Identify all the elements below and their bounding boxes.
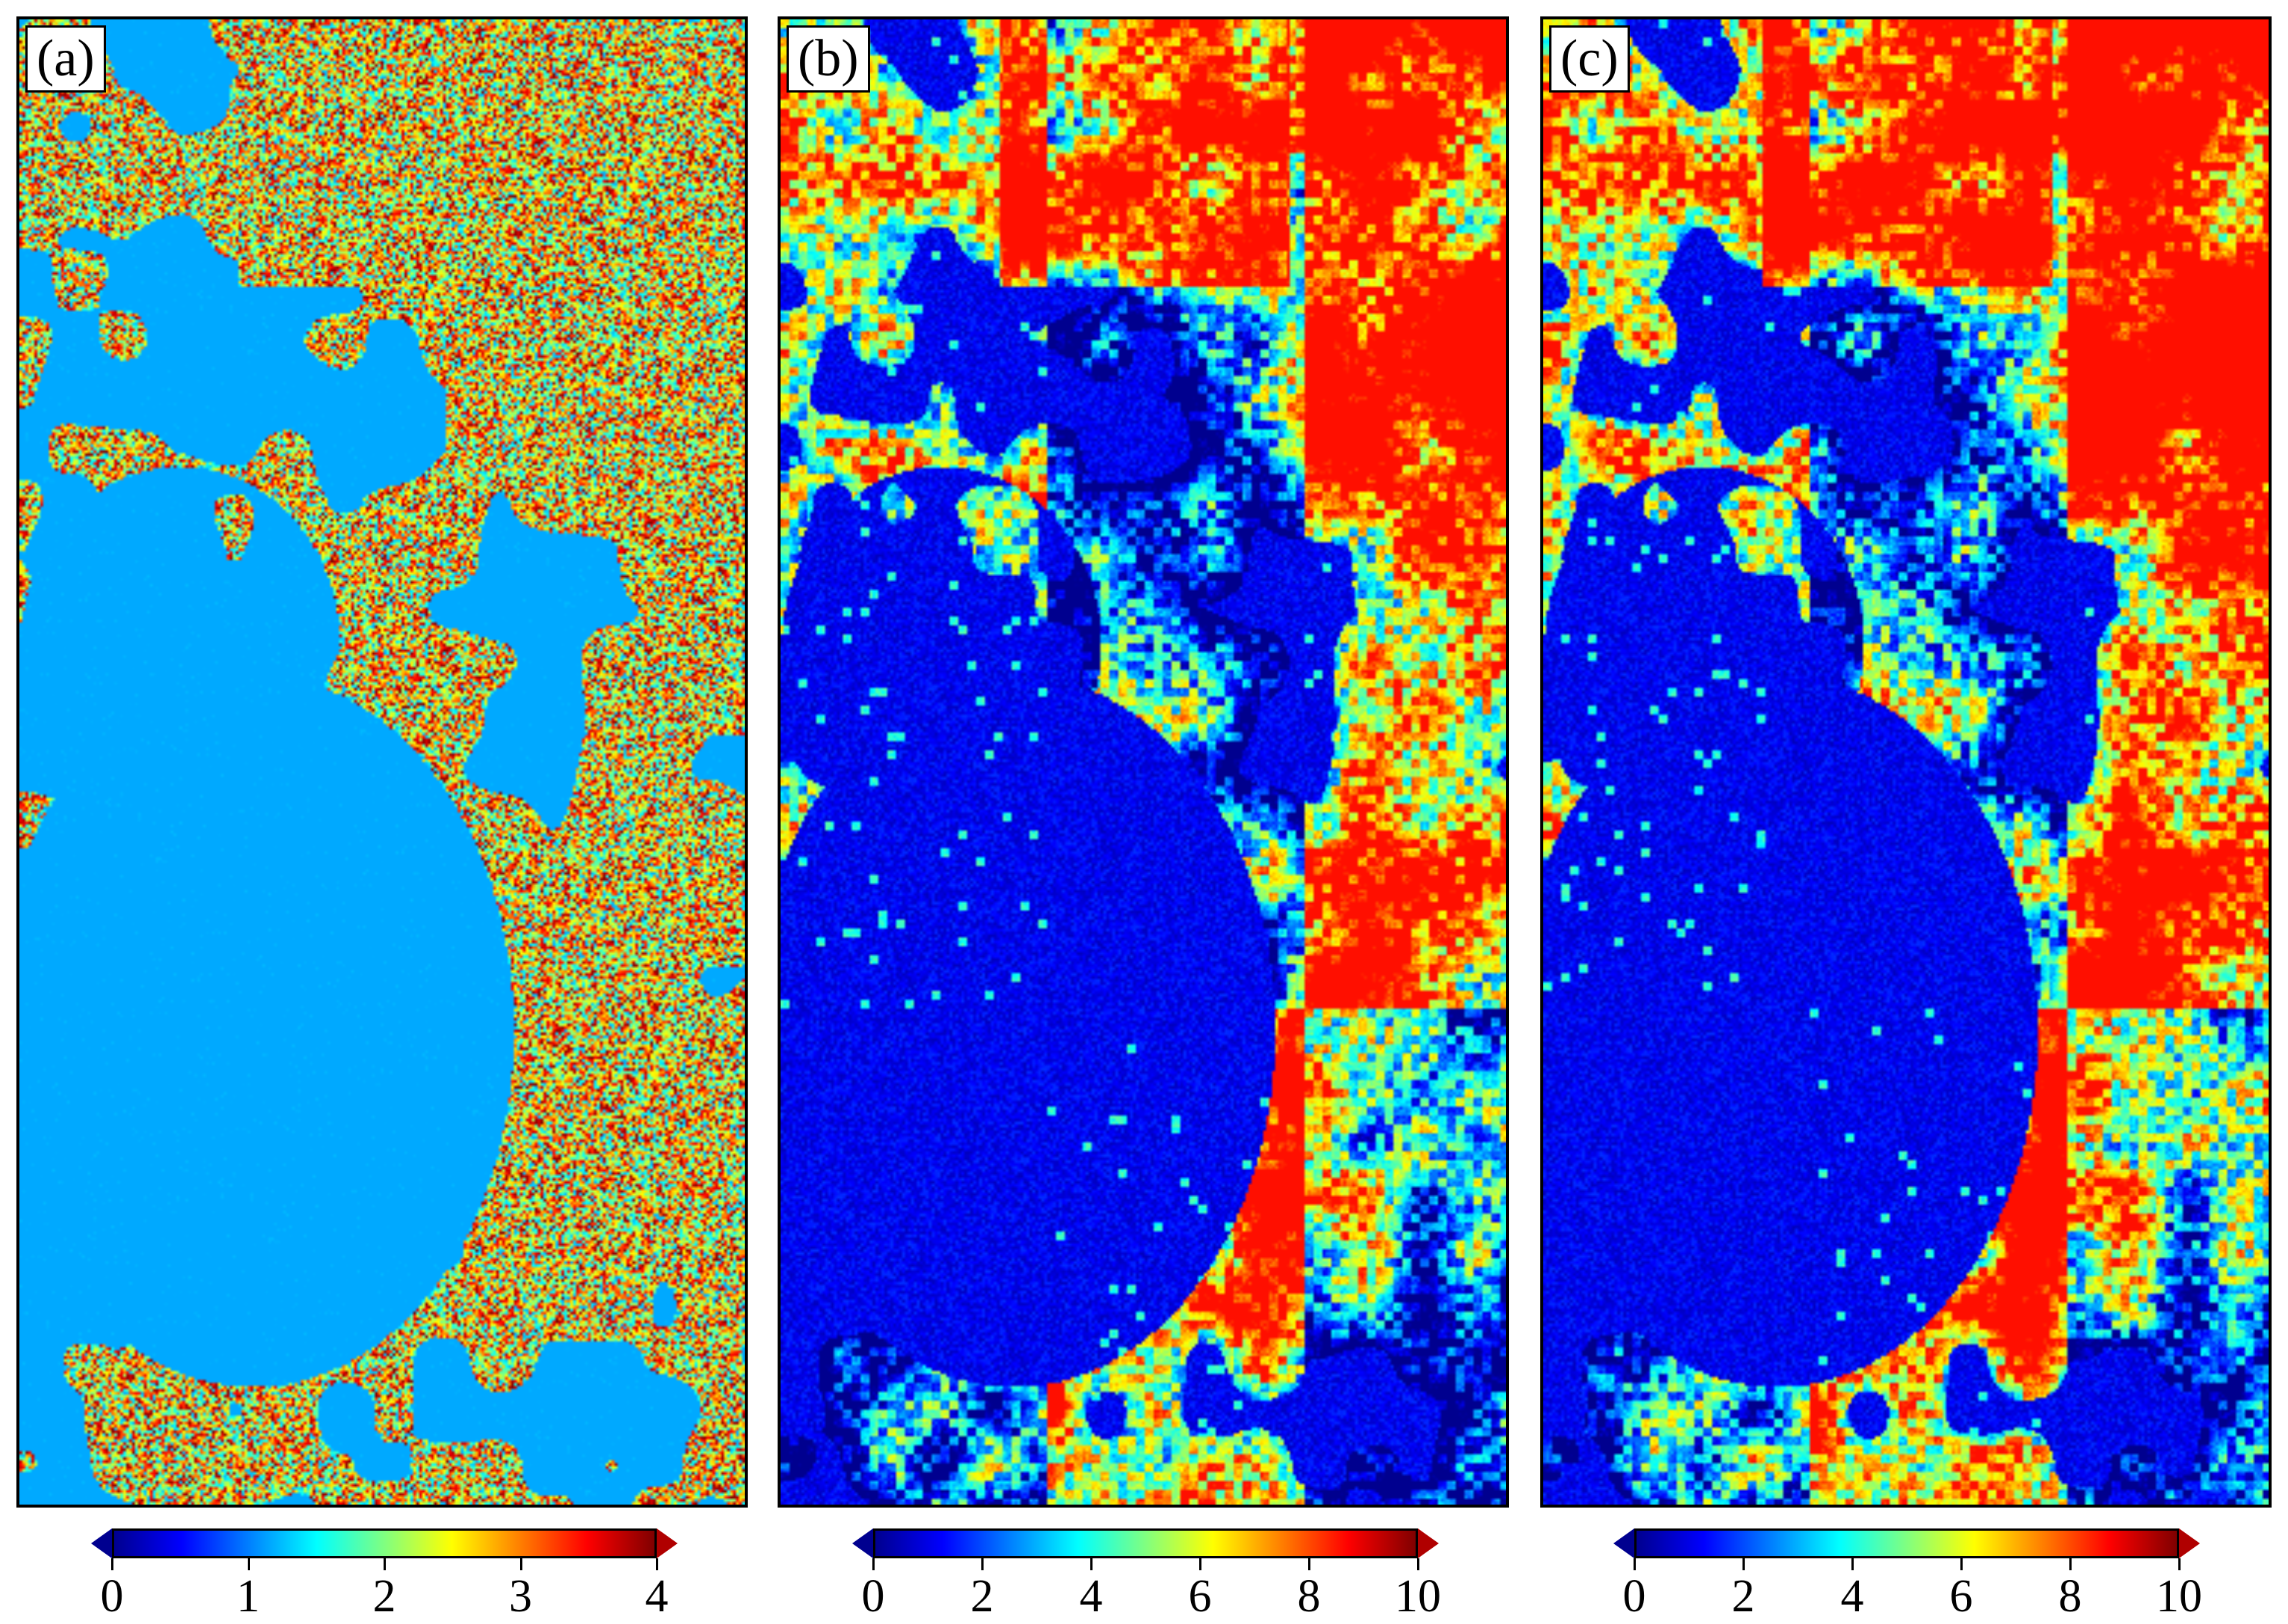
colorbar-tick-label: 1 xyxy=(237,1571,260,1622)
colorbar-tick xyxy=(1417,1558,1419,1570)
panel-c: (c) xyxy=(1540,16,2272,1508)
colorbar-tick xyxy=(2178,1558,2181,1570)
colorbar-tick xyxy=(1199,1558,1201,1570)
panel-a: (a) xyxy=(16,16,748,1508)
colorbar-tick-label: 4 xyxy=(645,1571,669,1622)
colorbar-b-gradient xyxy=(873,1528,1418,1558)
panel-c-label: (c) xyxy=(1549,25,1630,93)
colorbar-tick xyxy=(384,1558,386,1570)
colorbar-a-gradient xyxy=(112,1528,657,1558)
colorbar-tick-label: 4 xyxy=(1840,1571,1864,1622)
colorbar-tick-label: 4 xyxy=(1079,1571,1103,1622)
colorbar-tick xyxy=(1308,1558,1310,1570)
colorbar-b-max-arrow xyxy=(1418,1528,1439,1558)
colorbar-tick xyxy=(2069,1558,2072,1570)
heatmap-b xyxy=(781,19,1506,1505)
panel-b-label: (b) xyxy=(787,25,870,93)
colorbar-tick-label: 0 xyxy=(100,1571,124,1622)
colorbar-tick xyxy=(872,1558,875,1570)
colorbar-tick xyxy=(247,1558,250,1570)
colorbar-a-max-arrow xyxy=(657,1528,678,1558)
colorbar-tick-label: 10 xyxy=(2156,1571,2202,1622)
colorbar-tick xyxy=(1090,1558,1093,1570)
colorbar-tick-label: 3 xyxy=(509,1571,532,1622)
colorbar-tick xyxy=(1960,1558,1963,1570)
colorbar-tick-label: 2 xyxy=(372,1571,396,1622)
heatmap-a xyxy=(19,19,745,1505)
colorbar-tick-label: 2 xyxy=(1731,1571,1755,1622)
colorbar-tick-label: 0 xyxy=(861,1571,885,1622)
colorbar-tick xyxy=(981,1558,984,1570)
colorbar-tick-label: 6 xyxy=(1949,1571,1973,1622)
colorbar-a-min-arrow xyxy=(91,1528,112,1558)
colorbar-tick xyxy=(111,1558,113,1570)
colorbar-tick xyxy=(1742,1558,1745,1570)
colorbar-tick xyxy=(1851,1558,1854,1570)
colorbar-tick-label: 8 xyxy=(2058,1571,2082,1622)
panel-a-label: (a) xyxy=(25,25,106,93)
heatmap-c xyxy=(1543,19,2269,1505)
colorbar-tick-label: 8 xyxy=(1297,1571,1321,1622)
colorbar-tick xyxy=(519,1558,522,1570)
colorbar-tick xyxy=(1634,1558,1636,1570)
colorbar-tick-label: 2 xyxy=(970,1571,994,1622)
colorbar-tick-label: 6 xyxy=(1188,1571,1212,1622)
colorbar-tick-label: 10 xyxy=(1395,1571,1441,1622)
colorbar-tick xyxy=(656,1558,658,1570)
colorbar-b: 0 2 4 6 8 10 xyxy=(852,1528,1441,1622)
colorbar-c-gradient xyxy=(1634,1528,2179,1558)
colorbar-c: 0 2 4 6 8 10 xyxy=(1613,1528,2202,1622)
colorbar-c-min-arrow xyxy=(1613,1528,1634,1558)
colorbar-a: 0 1 2 3 4 xyxy=(91,1528,678,1622)
panel-b: (b) xyxy=(778,16,1509,1508)
colorbar-b-min-arrow xyxy=(852,1528,873,1558)
colorbar-c-max-arrow xyxy=(2179,1528,2200,1558)
colorbar-tick-label: 0 xyxy=(1622,1571,1646,1622)
